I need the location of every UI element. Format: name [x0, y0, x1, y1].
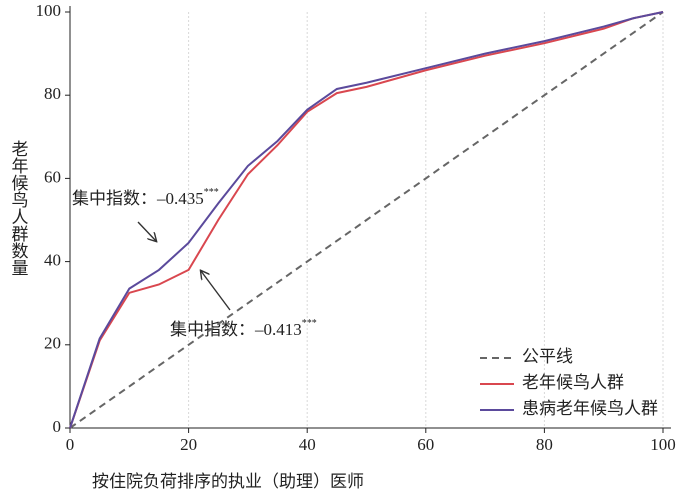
y-axis-label: 老年候鸟人群数量 — [9, 140, 29, 276]
x-axis-label: 按住院负荷排序的执业（助理）医师 — [92, 472, 364, 491]
x-tick-label: 100 — [650, 435, 676, 454]
x-tick-label: 60 — [417, 435, 434, 454]
annotation-text: 集中指数：–0.435 — [72, 189, 204, 208]
x-tick-label: 20 — [180, 435, 197, 454]
x-tick-label: 40 — [299, 435, 316, 454]
annotation-text: 集中指数：–0.413 — [170, 320, 302, 339]
legend-label: 患病老年候鸟人群 — [522, 399, 658, 418]
series-line — [69, 11, 664, 429]
x-tick-label: 0 — [66, 435, 75, 454]
annotation-arrow — [137, 221, 156, 241]
annotation: 集中指数：–0.413*** — [170, 318, 317, 339]
annotation-sup: *** — [204, 187, 219, 198]
legend-label: 公平线 — [522, 347, 573, 366]
series-line — [69, 11, 664, 429]
y-tick-label: 80 — [44, 84, 61, 103]
y-tick-label: 40 — [44, 251, 61, 270]
y-tick-label: 0 — [53, 417, 62, 436]
annotation-arrow — [201, 271, 231, 311]
x-tick-label: 80 — [536, 435, 553, 454]
legend-label: 老年候鸟人群 — [522, 373, 624, 392]
annotation: 集中指数：–0.435*** — [72, 187, 219, 208]
annotation-sup: *** — [302, 318, 317, 329]
series-line — [69, 11, 664, 429]
y-tick-label: 60 — [44, 167, 61, 186]
y-tick-label: 100 — [36, 1, 62, 20]
y-tick-label: 20 — [44, 334, 61, 353]
